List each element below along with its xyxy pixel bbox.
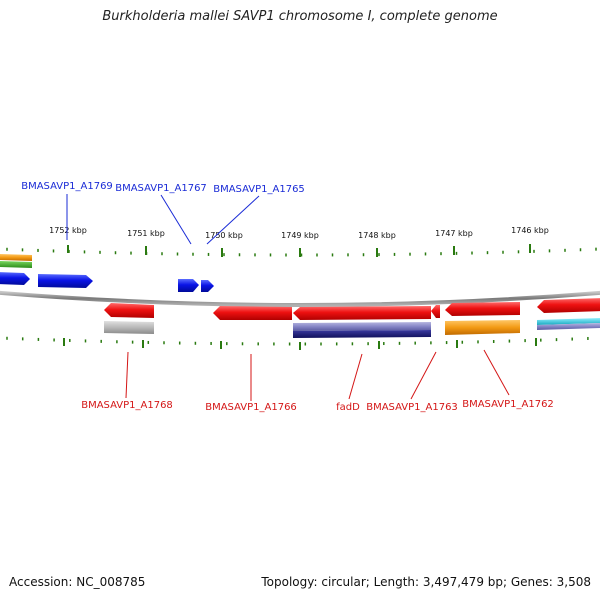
gene-label-reverse[interactable]: BMASAVP1_A1768 [81, 400, 173, 411]
gene-arrow-reverse [104, 303, 154, 318]
gene-label-forward[interactable]: BMASAVP1_A1765 [213, 184, 305, 195]
tick-label: 1746 kbp [511, 226, 549, 235]
map-title: Burkholderia mallei SAVP1 chromosome I, … [102, 9, 498, 24]
orange-feature [445, 320, 520, 335]
accession-text: Accession: NC_008785 [9, 575, 146, 589]
gene-arrow-forward [0, 272, 30, 285]
cyan-feature [537, 318, 600, 325]
leader-line-fadd [348, 353, 363, 400]
gray-feature [104, 321, 154, 334]
navy-feature [293, 330, 431, 338]
leader-line-a1768 [125, 351, 129, 399]
gene-arrow-forward [201, 280, 214, 292]
inner-tick-track [6, 336, 589, 350]
purple-feature [537, 323, 600, 330]
leader-line-a1767 [160, 194, 192, 245]
orange-feature [0, 254, 32, 261]
leader-line-a1765 [206, 195, 260, 245]
reverse-genes[interactable] [104, 298, 600, 320]
tick-label: 1749 kbp [281, 231, 319, 240]
outer-tick-track [6, 244, 597, 257]
genome-summary-text: Topology: circular; Length: 3,497,479 bp… [261, 575, 591, 589]
gene-label-reverse[interactable]: BMASAVP1_A1762 [462, 399, 554, 410]
gene-arrow-reverse [431, 305, 440, 318]
gene-label-reverse[interactable]: BMASAVP1_A1763 [366, 402, 458, 413]
purple-feature [293, 322, 431, 331]
tick-label: 1750 kbp [205, 231, 243, 240]
tick-label: 1752 kbp [49, 226, 87, 235]
outer-ticks [6, 247, 597, 257]
gene-arrow-reverse [293, 306, 431, 320]
outer-major-ticks [67, 244, 531, 257]
gene-label-reverse[interactable]: BMASAVP1_A1766 [205, 402, 297, 413]
gene-arrow-reverse [445, 302, 520, 316]
leader-line-a1762 [483, 349, 510, 396]
leader-lines [66, 194, 510, 401]
gene-arrow-forward [178, 279, 199, 292]
gene-arrow-reverse [537, 298, 600, 313]
gene-label-forward[interactable]: BMASAVP1_A1767 [115, 183, 207, 194]
inner-features[interactable] [104, 318, 600, 338]
tick-label: 1748 kbp [358, 231, 396, 240]
gene-label-forward[interactable]: BMASAVP1_A1769 [21, 181, 113, 192]
gene-arrow-reverse [213, 306, 292, 320]
left-edge-features[interactable] [0, 254, 32, 268]
green-feature [0, 261, 32, 268]
gene-label-reverse[interactable]: fadD [336, 402, 360, 413]
tick-label: 1747 kbp [435, 229, 473, 238]
gene-arrow-forward [38, 274, 93, 288]
leader-line-a1763 [410, 351, 437, 400]
tick-label: 1751 kbp [127, 229, 165, 238]
chromosome-backbone [0, 290, 600, 307]
forward-genes[interactable] [0, 272, 214, 292]
